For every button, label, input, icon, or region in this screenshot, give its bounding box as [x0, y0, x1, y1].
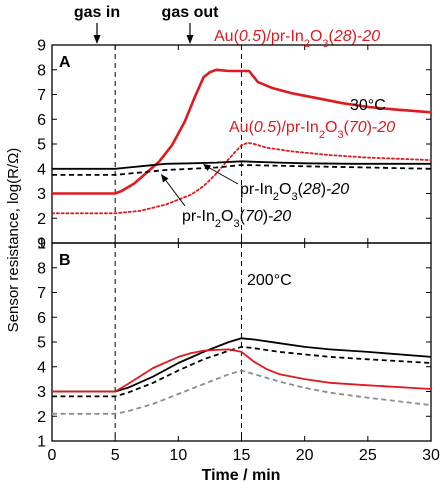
x-tick-label: 10	[169, 447, 187, 464]
x-tick-label: 15	[233, 447, 251, 464]
series-line-b-0	[52, 337, 432, 393]
series-line-a-3	[52, 164, 432, 176]
y-tick-label: 5	[37, 137, 46, 154]
y-tick-label: 2	[37, 409, 46, 426]
series-label-pr-28: pr-In2O3(28)-20	[240, 181, 349, 203]
panel-label: B	[59, 252, 71, 269]
series-label-au-28: Au(0.5)/pr-In2O3(28)-20	[214, 28, 380, 50]
series-line-b-2	[52, 348, 432, 393]
gas-out-arrow	[186, 23, 194, 44]
x-tick-label: 25	[359, 447, 377, 464]
series-line-b-3	[52, 369, 432, 415]
panel-b: 1 2 3 4 5 6 7 8 9 0 5 10 15 20 25 30 B 200°C	[37, 236, 440, 465]
y-tick-label: 3	[37, 384, 46, 401]
x-tick-label: 5	[111, 447, 120, 464]
label-pointer-pr-70	[161, 174, 186, 207]
x-axis-label: Time / min	[202, 467, 281, 484]
y-tick-label: 5	[37, 335, 46, 352]
y-tick-label: 6	[37, 310, 46, 327]
y-tick-label: 1	[37, 236, 46, 253]
temperature-label: 200°C	[247, 272, 292, 289]
y-tick-label: 8	[37, 260, 46, 277]
y-tick-label: 7	[37, 87, 46, 104]
y-tick-label: 8	[37, 62, 46, 79]
y-tick-label: 2	[37, 211, 46, 228]
series-label-pr-70: pr-In2O3(70)-20	[182, 208, 291, 230]
y-tick-label: 4	[37, 161, 46, 178]
label-pointer-pr-28	[203, 164, 239, 185]
x-tick-label: 30	[422, 447, 440, 464]
x-tick-label: 0	[48, 447, 57, 464]
temperature-label: 30°C	[350, 97, 386, 114]
series-line-a-0	[52, 68, 432, 195]
y-axis-label: Sensor resistance, log(R/Ω)	[5, 148, 22, 333]
y-tick-label: 7	[37, 285, 46, 302]
gas-in-arrow	[93, 23, 101, 44]
y-tick-label: 4	[37, 359, 46, 376]
series-line-a-2	[52, 160, 431, 170]
gas-in-annotation: gas in	[74, 4, 120, 21]
y-tick-label: 1	[37, 434, 46, 451]
y-tick-label: 9	[37, 236, 46, 253]
series-line-a-1	[51, 141, 432, 215]
y-tick-label: 6	[37, 112, 46, 129]
series-label-au-70: Au(0.5)/pr-In2O3(70)-20	[229, 119, 395, 141]
series-line-b-1	[52, 345, 432, 398]
x-tick-label: 20	[296, 447, 314, 464]
gas-out-annotation: gas out	[162, 4, 220, 21]
y-tick-label: 3	[37, 186, 46, 203]
panel-label: A	[59, 54, 71, 71]
y-tick-label: 9	[37, 38, 46, 55]
